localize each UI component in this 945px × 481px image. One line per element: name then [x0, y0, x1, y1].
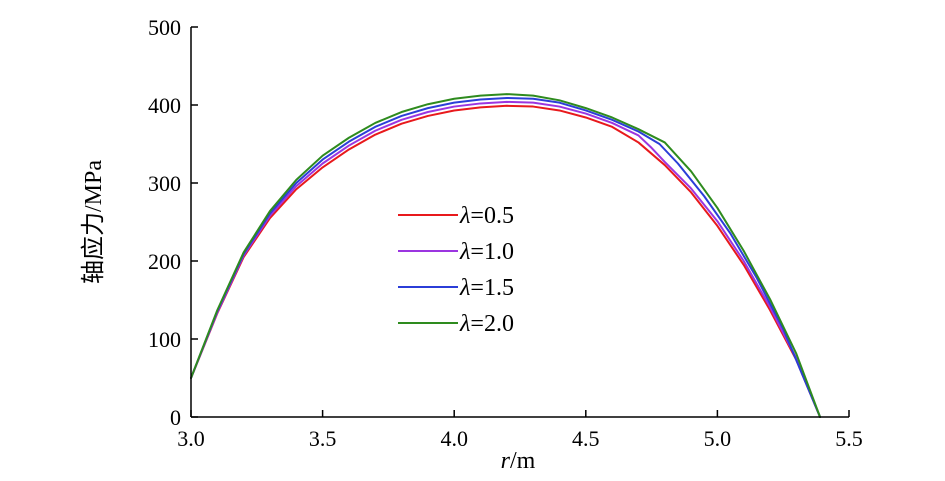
- series-line-1: [190, 104, 822, 418]
- x-tick-label: 5.0: [704, 426, 732, 451]
- legend-item: λ=0.5: [398, 203, 514, 229]
- legend-label: λ=2.0: [459, 311, 514, 337]
- x-axis-title: r/m: [501, 448, 536, 474]
- legend-symbol: λ: [459, 311, 470, 337]
- x-tick-label: 3.5: [309, 426, 337, 451]
- legend-label: λ=1.5: [459, 275, 514, 301]
- plot-area: 3.0 3.5 4.0 4.5 5.0 5.5 0 100 200 300 400 500: [148, 15, 863, 451]
- x-tick-label: 4.5: [572, 426, 600, 451]
- y-tick-label: 200: [148, 249, 181, 274]
- legend-item: λ=1.5: [398, 275, 514, 301]
- y-tick-label: 0: [170, 405, 181, 430]
- y-tick-label: 400: [148, 93, 181, 118]
- series-line-2: [190, 100, 822, 418]
- y-tick-label: 300: [148, 171, 181, 196]
- x-axis-variable: r: [501, 448, 511, 474]
- legend-value: =2.0: [470, 311, 514, 337]
- legend-symbol: λ: [459, 239, 470, 265]
- series-line-3: [190, 96, 822, 418]
- y-axis-title: 轴应力/MPa: [80, 160, 107, 284]
- legend-item: λ=2.0: [398, 311, 514, 337]
- legend: λ=0.5λ=1.0λ=1.5λ=2.0: [398, 203, 514, 337]
- legend-value: =1.5: [470, 275, 514, 301]
- legend-value: =0.5: [470, 203, 514, 229]
- legend-label: λ=0.5: [459, 203, 514, 229]
- x-tick-label: 3.0: [177, 426, 205, 451]
- y-ticks: 0 100 200 300 400 500: [148, 15, 198, 430]
- x-tick-label: 4.0: [440, 426, 468, 451]
- legend-symbol: λ: [459, 203, 470, 229]
- x-tick-label: 5.5: [835, 426, 863, 451]
- x-axis-unit: /m: [510, 448, 536, 474]
- legend-label: λ=1.0: [459, 239, 514, 265]
- legend-item: λ=1.0: [398, 239, 514, 265]
- y-tick-label: 100: [148, 327, 181, 352]
- y-tick-label: 500: [148, 15, 181, 40]
- series-layer: [190, 93, 822, 418]
- legend-value: =1.0: [470, 239, 514, 265]
- x-ticks: 3.0 3.5 4.0 4.5 5.0 5.5: [177, 410, 863, 451]
- series-line-4: [190, 93, 822, 418]
- legend-symbol: λ: [459, 275, 470, 301]
